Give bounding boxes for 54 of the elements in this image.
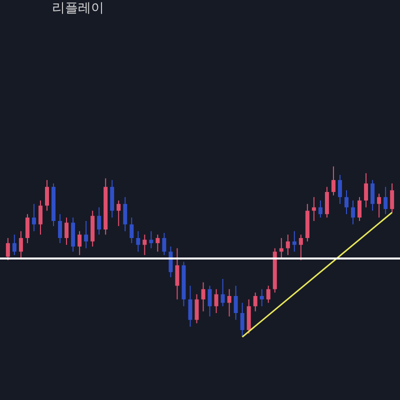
candlestick — [58, 214, 62, 244]
candlestick — [64, 217, 69, 246]
candlestick — [377, 193, 382, 218]
text: 리플레이 — [52, 1, 104, 16]
candlestick — [25, 214, 30, 244]
candlestick — [175, 248, 180, 300]
candlestick — [208, 285, 212, 317]
candlestick — [344, 190, 348, 215]
candlestick — [364, 172, 368, 208]
candlestick — [260, 288, 264, 307]
candlestick — [162, 232, 166, 256]
candlestick — [12, 234, 16, 256]
candlestick — [266, 285, 270, 304]
candlestick — [220, 278, 225, 307]
candlestick — [331, 166, 336, 196]
candlestick — [71, 217, 76, 252]
candlestick — [318, 200, 322, 218]
candlestick — [214, 288, 218, 314]
candlestick — [390, 182, 394, 213]
candlestick — [358, 196, 362, 222]
candlestick — [97, 206, 102, 236]
candlestick — [253, 292, 258, 312]
candlestick — [142, 234, 147, 256]
candlestick — [286, 234, 290, 256]
candlestick — [338, 174, 342, 204]
candlestick — [324, 186, 329, 218]
candlestick — [136, 230, 140, 252]
candlestick — [6, 238, 10, 261]
candlestick — [201, 282, 206, 312]
candlestick — [351, 200, 356, 225]
candlestick — [240, 302, 244, 338]
candlestick — [116, 200, 121, 227]
candlestick — [149, 230, 154, 249]
candlestick — [78, 230, 82, 256]
candlestick — [384, 186, 388, 215]
candlestick — [130, 217, 134, 244]
candlestick — [298, 234, 303, 261]
candlestick — [110, 180, 114, 218]
candlestick — [44, 180, 49, 212]
candlestick — [188, 285, 192, 328]
candlestick — [18, 230, 23, 259]
candlestick — [32, 203, 36, 232]
candlestick — [227, 288, 232, 317]
candlestick — [246, 298, 251, 334]
candlestick — [234, 285, 238, 320]
candlestick — [168, 246, 173, 278]
candlestick — [123, 196, 128, 232]
candlestick — [279, 238, 284, 259]
candlestick — [370, 180, 375, 212]
candlestick — [84, 220, 88, 249]
candlestick — [292, 230, 296, 252]
candlestick — [38, 200, 42, 236]
candlestick — [156, 234, 160, 252]
candlestick — [194, 294, 199, 324]
